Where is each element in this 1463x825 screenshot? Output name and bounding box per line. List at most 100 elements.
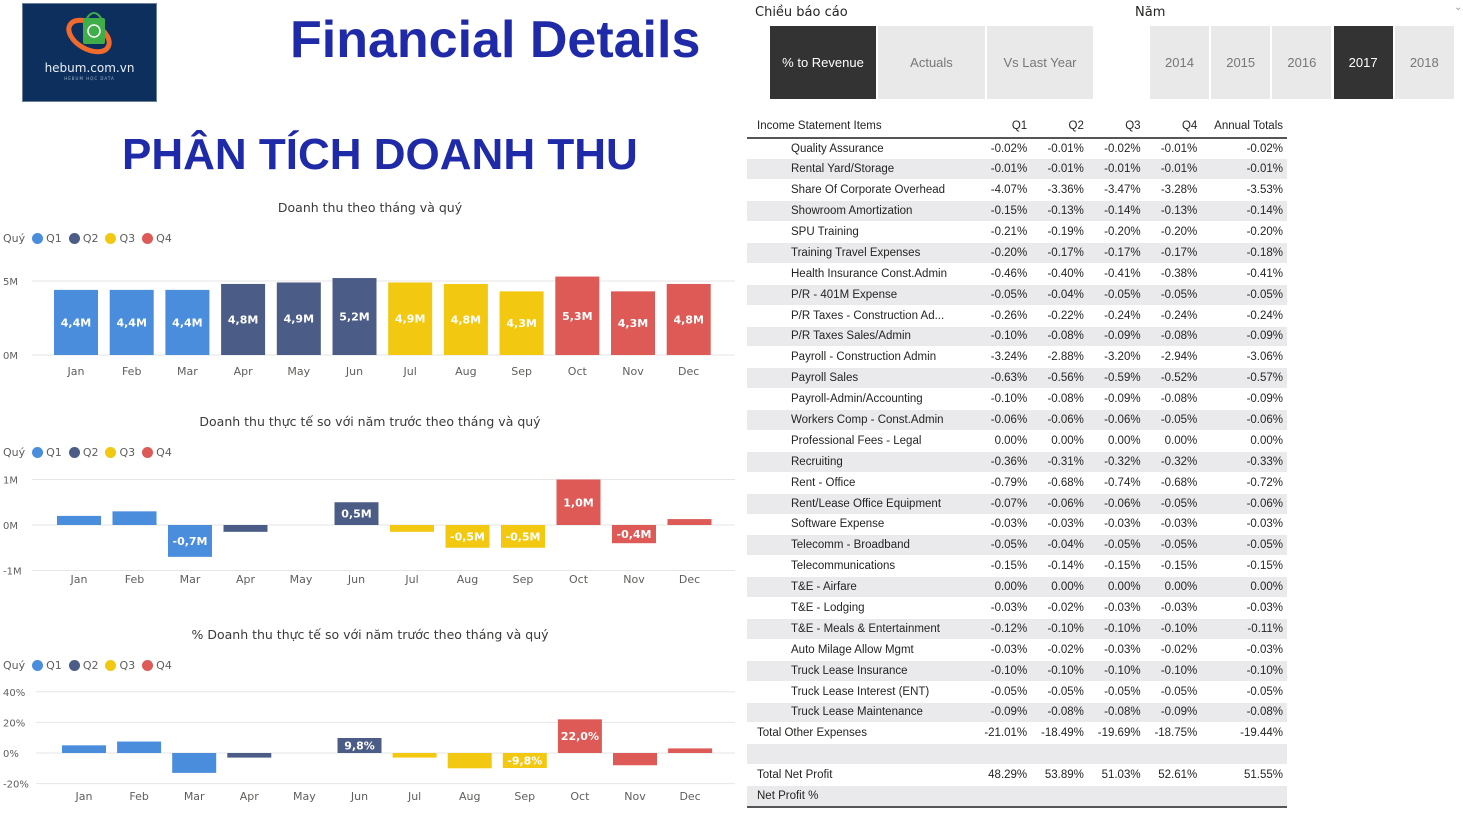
data-label: 4,4M (172, 316, 202, 329)
cell-value: -0.24% (1144, 305, 1202, 327)
cell-value: -0.08% (1144, 388, 1202, 411)
x-tick-label: Jul (407, 790, 421, 803)
cell-value: -0.57% (1201, 367, 1287, 390)
column-header[interactable]: Income Statement Items (747, 114, 975, 139)
bar-jan (62, 745, 106, 753)
cell-value: -3.20% (1087, 346, 1145, 369)
row-label: Rental Yard/Storage (747, 158, 975, 181)
cell-value: -0.20% (974, 242, 1032, 264)
row-label: P/R - 401M Expense (747, 284, 975, 306)
legend-item[interactable]: Q2 (82, 659, 99, 672)
cell-value: -0.05% (1144, 409, 1202, 431)
column-header[interactable]: Q4 (1144, 114, 1202, 139)
bar-jan (57, 515, 101, 525)
cell-value: -0.18% (1201, 242, 1287, 264)
legend-item[interactable]: Q4 (156, 446, 172, 459)
legend-item[interactable]: Q3 (119, 659, 136, 672)
cell-value: -0.01% (1144, 158, 1202, 181)
cell-value: -0.01% (1087, 158, 1145, 181)
cell-value (1144, 785, 1202, 808)
shopping-bag-logo-icon (66, 12, 112, 55)
bar-nov (613, 753, 657, 766)
bar-jul (390, 525, 434, 532)
report-option-button[interactable]: Actuals (878, 26, 985, 99)
row-label: P/R Taxes - Construction Ad... (747, 305, 975, 327)
cell-value: -0.10% (974, 326, 1032, 348)
x-tick-label: Dec (679, 573, 700, 586)
year-option-button[interactable]: 2015 (1211, 26, 1271, 99)
cell-value: -0.05% (1201, 534, 1287, 557)
legend-item[interactable]: Q4 (156, 659, 172, 672)
column-header[interactable]: Q2 (1031, 114, 1088, 139)
x-tick-label: Jul (404, 573, 418, 586)
cell-value: -0.72% (1201, 472, 1287, 494)
table-row: Total Other Expenses -21.01% -18.49% -19.69… (747, 722, 1287, 745)
cell-value: -0.41% (1201, 263, 1287, 285)
year-option-button[interactable]: 2017 (1333, 26, 1393, 99)
legend-item[interactable]: Q3 (119, 232, 136, 245)
cell-value: -0.14% (1201, 200, 1287, 223)
column-header[interactable]: Q3 (1087, 114, 1145, 139)
x-tick-label: Aug (455, 365, 476, 378)
cell-value: -0.24% (1201, 305, 1287, 327)
cell-value: -0.10% (974, 660, 1032, 682)
cell-value: -0.20% (1087, 221, 1145, 243)
legend-item[interactable]: Q1 (46, 659, 62, 672)
bar-jun (332, 278, 377, 355)
x-tick-label: Mar (177, 365, 198, 378)
cell-value (1144, 743, 1202, 766)
cell-value: -0.03% (1031, 514, 1088, 536)
legend-item[interactable]: Q2 (82, 446, 99, 459)
legend-item[interactable]: Q3 (119, 446, 136, 459)
bar-feb (109, 289, 154, 355)
year-option-button[interactable]: 2014 (1150, 26, 1209, 99)
legend-title: Quý (3, 446, 26, 459)
table-row: Share Of Corporate Overhead -4.07% -3.36% -… (747, 179, 1287, 202)
table-row: Payroll Sales -0.63% -0.56% -0.59% -0.52% -0.… (747, 367, 1287, 390)
cell-value: -0.08% (1144, 326, 1202, 348)
x-tick-label: Feb (125, 573, 144, 586)
row-label: Net Profit % (747, 785, 975, 808)
y-tick-label: 1M (3, 476, 18, 487)
cell-value: -0.03% (1144, 597, 1202, 619)
row-label: Total Net Profit (747, 764, 975, 787)
cell-value (974, 743, 1032, 766)
year-option-button[interactable]: 2018 (1394, 26, 1454, 99)
legend-item[interactable]: Q2 (82, 232, 99, 245)
table-row (747, 743, 1287, 766)
bar-sep (502, 753, 547, 768)
year-option-button[interactable]: 2016 (1272, 26, 1332, 99)
table-row: Payroll-Admin/Accounting -0.10% -0.08% -0.0… (747, 388, 1287, 411)
legend-item[interactable]: Q1 (46, 446, 62, 459)
data-label: 4,4M (61, 316, 91, 329)
cell-value: -0.31% (1031, 451, 1088, 473)
legend-item[interactable]: Q1 (46, 232, 62, 245)
x-tick-label: Apr (240, 790, 260, 803)
cell-value: -0.09% (974, 702, 1032, 724)
cell-value: -0.08% (1087, 702, 1145, 724)
column-header[interactable]: Annual Totals (1201, 114, 1287, 139)
row-label: Professional Fees - Legal (747, 430, 975, 452)
cell-value: -0.06% (1201, 409, 1287, 431)
report-option-button[interactable]: Vs Last Year (987, 26, 1093, 99)
x-tick-label: Oct (568, 365, 588, 378)
cell-value: -0.05% (1031, 681, 1088, 703)
cell-value: -0.07% (974, 493, 1032, 515)
bar-oct (556, 479, 601, 525)
cell-value: -0.05% (974, 534, 1032, 557)
chevron-down-icon[interactable]: ⌄ (1454, 2, 1463, 13)
row-label: Payroll Sales (747, 367, 975, 390)
legend-item[interactable]: Q4 (156, 232, 172, 245)
cell-value: -0.03% (1087, 597, 1145, 619)
x-tick-label: Mar (184, 790, 205, 803)
data-label: 22,0% (561, 730, 599, 743)
report-option-button[interactable]: % to Revenue (770, 26, 876, 99)
cell-value: -0.32% (1087, 451, 1145, 473)
column-header[interactable]: Q1 (974, 114, 1032, 139)
table-row: Training Travel Expenses -0.20% -0.17% -0.1… (747, 242, 1287, 264)
cell-value: -0.21% (974, 221, 1032, 243)
cell-value: -0.11% (1201, 618, 1287, 640)
bar-nov (612, 525, 656, 544)
row-label: Quality Assurance (747, 138, 975, 160)
cell-value (1087, 743, 1145, 766)
